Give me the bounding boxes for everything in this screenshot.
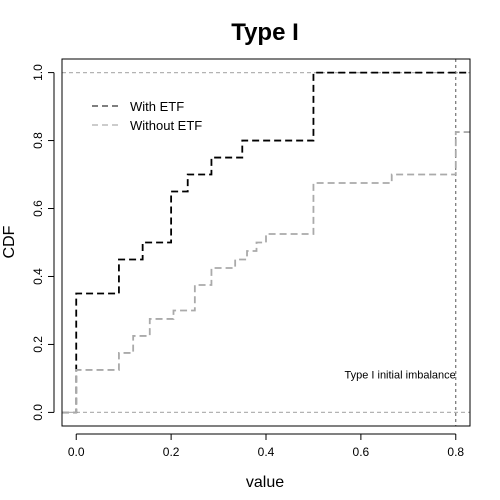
plot-frame <box>61 58 471 427</box>
x-tick-label-3: 0.6 <box>353 445 370 459</box>
legend: With ETF Without ETF <box>92 99 202 133</box>
x-tick-label-1: 0.2 <box>163 445 180 459</box>
x-tick-label-4: 0.8 <box>447 445 464 459</box>
series-line-with-etf <box>62 71 470 414</box>
y-axis-label: CDF <box>1 225 18 258</box>
y-tick-label-3: 0.6 <box>31 200 45 217</box>
x-axis-label: value <box>246 474 284 491</box>
chart-title: Type I <box>231 19 299 46</box>
legend-label-without-etf: Without ETF <box>130 118 202 133</box>
x-tick-label-0: 0.0 <box>68 445 85 459</box>
annotation-initial-imbalance: Type I initial imbalance <box>344 369 455 381</box>
y-tick-label-2: 0.4 <box>31 268 45 285</box>
plot-area: 0.0 0.2 0.4 0.6 0.8 0.0 0.2 0.4 0.6 0.8 1.0 <box>31 58 471 459</box>
legend-label-with-etf: With ETF <box>130 99 184 114</box>
y-tick-label-4: 0.8 <box>31 132 45 149</box>
y-tick-label-1: 0.2 <box>31 336 45 353</box>
y-tick-label-5: 1.0 <box>31 64 45 81</box>
y-tick-label-0: 0.0 <box>31 404 45 421</box>
x-tick-label-2: 0.4 <box>258 445 275 459</box>
